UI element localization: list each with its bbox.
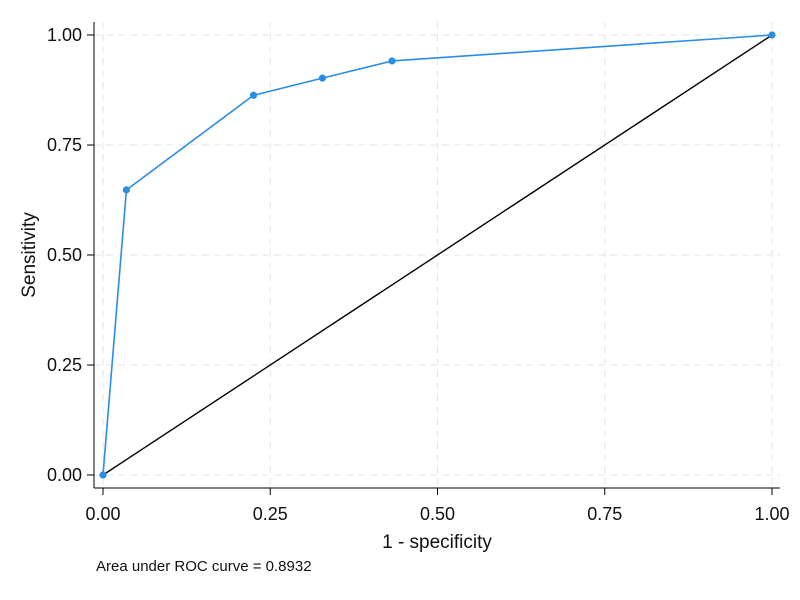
roc-point-marker [768,31,776,39]
y-tick-label: 0.25 [47,355,82,375]
x-axis-title: 1 - specificity [382,532,492,553]
x-tick-label: 1.00 [754,504,789,524]
y-tick-label: 0.75 [47,135,82,155]
y-tick-label: 0.50 [47,245,82,265]
reference-diagonal-line [102,34,773,476]
x-tick-label: 0.75 [587,504,622,524]
roc-point-marker [99,471,107,479]
auc-annotation: Area under ROC curve = 0.8932 [96,558,312,575]
grid-lines [94,22,780,488]
roc-point-marker [249,91,258,99]
roc-point-marker [388,57,396,65]
data-markers [99,31,776,479]
series-lines [102,34,773,476]
y-tick-label: 0.00 [47,465,82,485]
y-axis-title: Sensitivity [19,212,40,298]
roc-point-marker [318,74,327,82]
roc-point-marker [122,186,131,194]
x-tick-label: 0.25 [253,504,288,524]
roc-curve-line [102,34,773,476]
x-tick-label: 0.00 [85,504,120,524]
tick-labels: 0.00 0.25 0.50 0.75 1.00 0.00 0.25 0.50 0.75 1.00 [47,25,790,524]
tick-marks [87,34,773,495]
y-tick-label: 1.00 [47,25,82,45]
x-tick-label: 0.50 [420,504,455,524]
